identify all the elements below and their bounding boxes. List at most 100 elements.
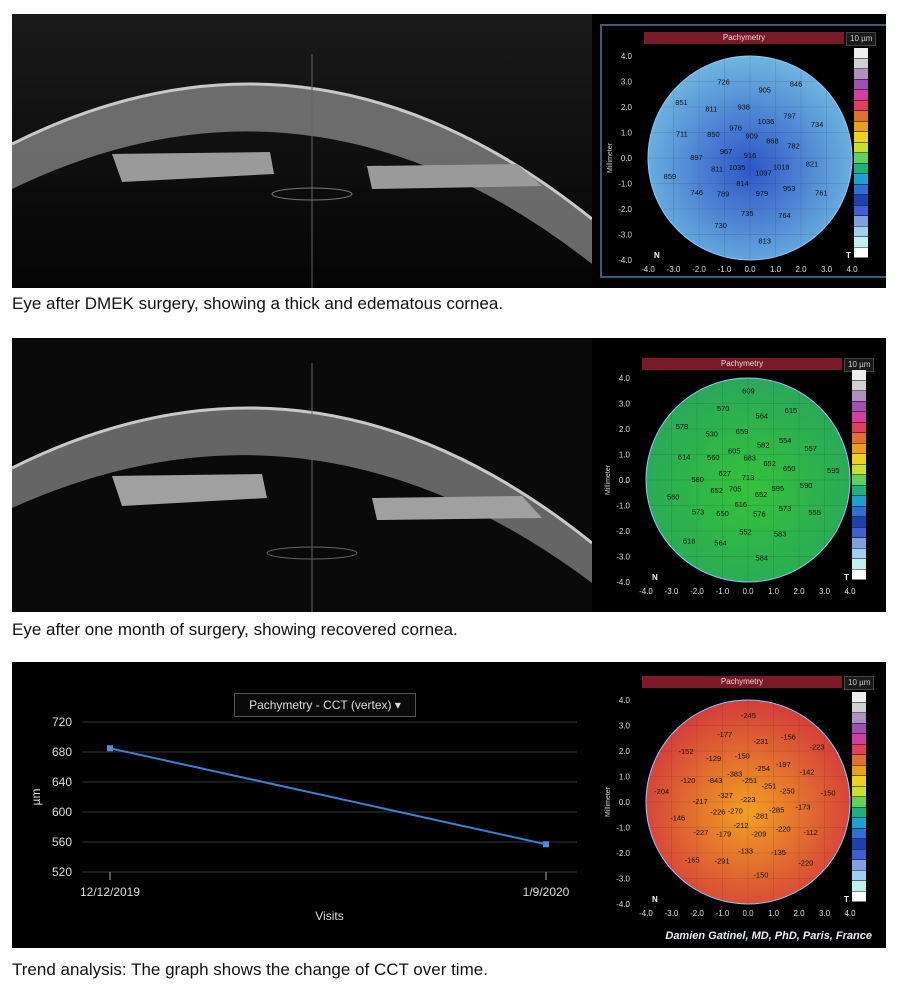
y-tick-label: 1.0	[621, 129, 633, 138]
y-tick-label: -2.0	[618, 205, 632, 214]
scale-swatch	[852, 765, 866, 776]
thickness-value: 789	[717, 189, 730, 198]
thickness-value: 811	[705, 105, 717, 114]
thickness-value: 916	[744, 151, 757, 160]
scale-swatch	[852, 475, 866, 485]
thickness-value: -254	[755, 764, 770, 773]
y-tick-label: 680	[52, 745, 72, 759]
y-tick-label: 3.0	[619, 400, 631, 409]
thickness-value: 560	[667, 493, 680, 502]
thickness-value: 734	[811, 120, 824, 129]
y-tick-label: 1.0	[619, 451, 631, 460]
thickness-value: 953	[783, 184, 796, 193]
scale-swatch	[852, 839, 866, 849]
chevron-down-icon: ▾	[394, 698, 401, 712]
thickness-value: 905	[758, 86, 771, 95]
y-tick-label: -4.0	[616, 578, 630, 587]
x-tick-label: 2.0	[793, 587, 805, 596]
y-tick-label: 1.0	[619, 773, 631, 782]
thickness-value: 584	[756, 553, 769, 562]
x-tick-label: -1.0	[716, 587, 730, 596]
scale-swatch	[852, 527, 866, 538]
x-tick-label: 1.0	[770, 265, 782, 274]
pachymetry-dropdown-1[interactable]: Pachymetry	[644, 32, 844, 44]
thickness-value: -150	[753, 870, 768, 879]
y-tick-label: 560	[52, 835, 72, 849]
thickness-value: 846	[790, 79, 803, 88]
scale-swatch	[854, 205, 868, 216]
y-tick-label: 0.0	[619, 798, 631, 807]
x-tick-label: -4.0	[641, 265, 655, 274]
x-tick-label: 1.0	[768, 909, 780, 918]
thickness-value: -383	[727, 770, 742, 779]
trend-metric-dropdown[interactable]: Pachymetry - CCT (vertex) ▾	[234, 693, 416, 717]
y-tick-label: -3.0	[616, 875, 630, 884]
scale-swatch	[854, 90, 868, 100]
pachymetry-map-2: Pachymetry 10 µm 4.0 3.0 2.0 1.0 0.0 -1.0 -2.0…	[600, 348, 886, 598]
scale-swatch	[852, 807, 866, 818]
thickness-value: 1097	[755, 168, 772, 177]
y-tick-label: -2.0	[616, 849, 630, 858]
temporal-marker: T	[846, 251, 851, 260]
thickness-value: 578	[676, 422, 689, 431]
thickness-value: -152	[678, 747, 693, 756]
scale-swatch	[852, 454, 866, 464]
y-axis-label: Millimeter	[607, 142, 614, 173]
scale-swatch	[854, 237, 868, 247]
x-tick-label: -2.0	[692, 265, 706, 274]
scale-swatch	[854, 153, 868, 163]
thickness-value: 967	[720, 147, 733, 156]
scale-swatch	[854, 100, 868, 111]
x-tick-label: 12/12/2019	[80, 885, 140, 899]
thickness-value: 909	[745, 131, 758, 140]
unit-select-3[interactable]: 10 µm	[844, 676, 875, 690]
y-tick-label: 2.0	[621, 103, 633, 112]
y-tick-label: 4.0	[621, 52, 633, 61]
thickness-value: 976	[729, 123, 742, 132]
thickness-value: 590	[800, 481, 813, 490]
thickness-value: 650	[783, 464, 796, 473]
y-tick-label: -4.0	[616, 900, 630, 909]
thickness-value: -150	[821, 788, 836, 797]
thickness-value: 583	[774, 529, 787, 538]
scale-swatch	[852, 443, 866, 454]
thickness-value: -177	[717, 730, 732, 739]
thickness-value: -173	[795, 802, 810, 811]
nasal-marker: N	[652, 573, 658, 582]
thickness-value: 850	[707, 130, 720, 139]
x-tick-label: 2.0	[793, 909, 805, 918]
thickness-value: 555	[808, 508, 821, 517]
thickness-value: 761	[815, 188, 828, 197]
thickness-value: 811	[711, 165, 723, 174]
caption-3: Trend analysis: The graph shows the chan…	[12, 960, 488, 979]
y-tick-label: 640	[52, 775, 72, 789]
thickness-value: 746	[691, 188, 704, 197]
scale-swatch	[852, 818, 866, 828]
unit-select-1[interactable]: 10 µm	[846, 32, 877, 46]
y-tick-label: -1.0	[616, 502, 630, 511]
pachymetry-dropdown-2[interactable]: Pachymetry	[642, 358, 842, 370]
thickness-value: 564	[714, 539, 727, 548]
scale-swatch	[854, 79, 868, 90]
x-tick-label: 0.0	[742, 909, 754, 918]
y-axis-label: Millimeter	[605, 786, 612, 817]
x-tick-label: -1.0	[716, 909, 730, 918]
y-tick-label: -1.0	[616, 824, 630, 833]
trend-chart: 720 680 640 600 560 520 12/12/2019 1/9/2020 µm Vi…	[29, 715, 577, 923]
scale-swatch	[852, 380, 866, 391]
map-disc	[647, 55, 853, 261]
scale-swatch	[852, 713, 866, 723]
caption-2: Eye after one month of surgery, showing …	[12, 620, 458, 639]
thickness-value: 530	[705, 430, 718, 439]
pachymetry-dropdown-3[interactable]: Pachymetry	[642, 676, 842, 688]
thickness-value: -150	[735, 751, 750, 760]
scale-swatch	[852, 744, 866, 755]
y-tick-label: 2.0	[619, 425, 631, 434]
credit: Damien Gatinel, MD, PhD, Paris, France	[665, 930, 872, 942]
y-tick-label: 600	[52, 805, 72, 819]
x-tick-label: 3.0	[819, 909, 831, 918]
thickness-value: 705	[729, 485, 742, 494]
thickness-value: -209	[751, 830, 766, 839]
pachymetry-map-1: Pachymetry 10 µm 4.0 3.0 2.0 1.0 0.0 -1.0 -2.0…	[600, 24, 886, 278]
y-tick-label: 520	[52, 865, 72, 879]
